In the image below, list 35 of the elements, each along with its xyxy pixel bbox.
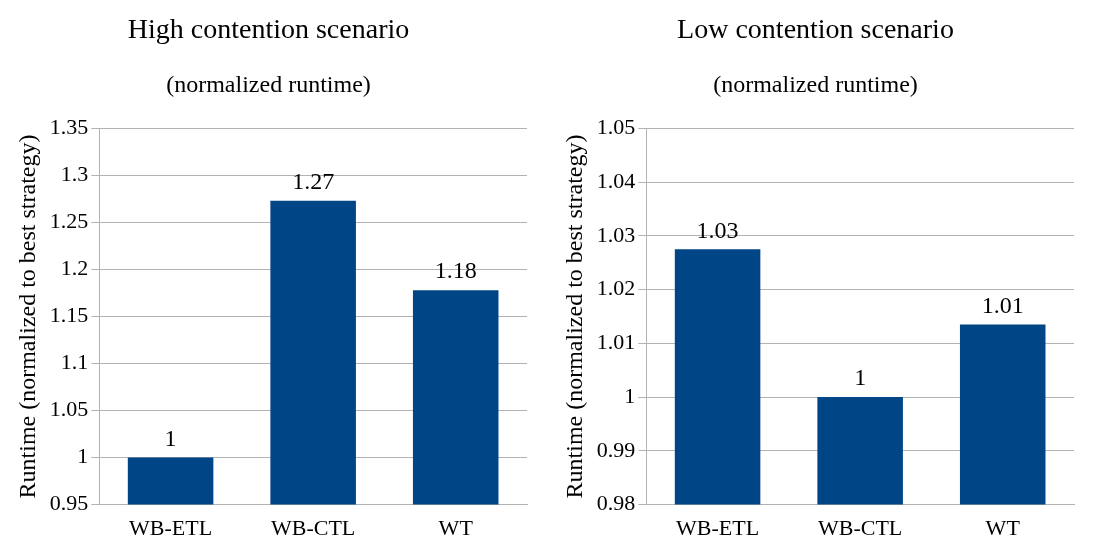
x-tick-label: WB-ETL xyxy=(676,514,760,540)
y-tick-label: 0.99 xyxy=(596,436,636,462)
y-tick-label: 1 xyxy=(624,382,636,408)
data-label: 1.03 xyxy=(696,216,739,243)
data-label: 1 xyxy=(854,364,867,391)
chart-subtitle: (normalized runtime) xyxy=(713,71,918,98)
y-tick-label: 1 xyxy=(77,443,89,469)
x-tick-label: WT xyxy=(985,514,1021,540)
y-tick-label: 1.1 xyxy=(60,349,89,375)
data-label: 1.27 xyxy=(292,168,335,195)
y-tick-label: 1.05 xyxy=(49,396,89,422)
y-tick-label: 1.3 xyxy=(60,161,89,187)
chart-title: Low contention scenario xyxy=(677,13,954,45)
chart-title: High contention scenario xyxy=(127,13,410,45)
y-tick-label: 1.05 xyxy=(596,114,636,140)
y-tick-label: 0.98 xyxy=(596,490,636,516)
y-tick-label: 1.35 xyxy=(49,114,89,140)
x-tick-label: WB-ETL xyxy=(129,514,213,540)
y-tick-label: 1.03 xyxy=(596,221,636,247)
y-axis-title: Runtime (normalized to best strategy) xyxy=(560,134,587,499)
x-tick-label: WB-CTL xyxy=(817,514,903,540)
y-tick-label: 0.95 xyxy=(49,490,89,516)
chart-subtitle: (normalized runtime) xyxy=(166,71,371,98)
y-tick-label: 1.04 xyxy=(596,167,636,193)
y-tick-label: 1.02 xyxy=(596,275,636,301)
data-label: 1.01 xyxy=(981,291,1024,318)
y-tick-label: 1.15 xyxy=(49,302,89,328)
y-axis-title: Runtime (normalized to best strategy) xyxy=(13,134,40,499)
y-tick-label: 1.2 xyxy=(60,255,89,281)
y-tick-label: 1.01 xyxy=(596,329,636,355)
x-tick-label: WB-CTL xyxy=(270,514,356,540)
y-tick-label: 1.25 xyxy=(49,208,89,234)
x-tick-label: WT xyxy=(438,514,474,540)
data-label: 1.18 xyxy=(434,257,477,284)
data-label: 1 xyxy=(164,424,177,451)
